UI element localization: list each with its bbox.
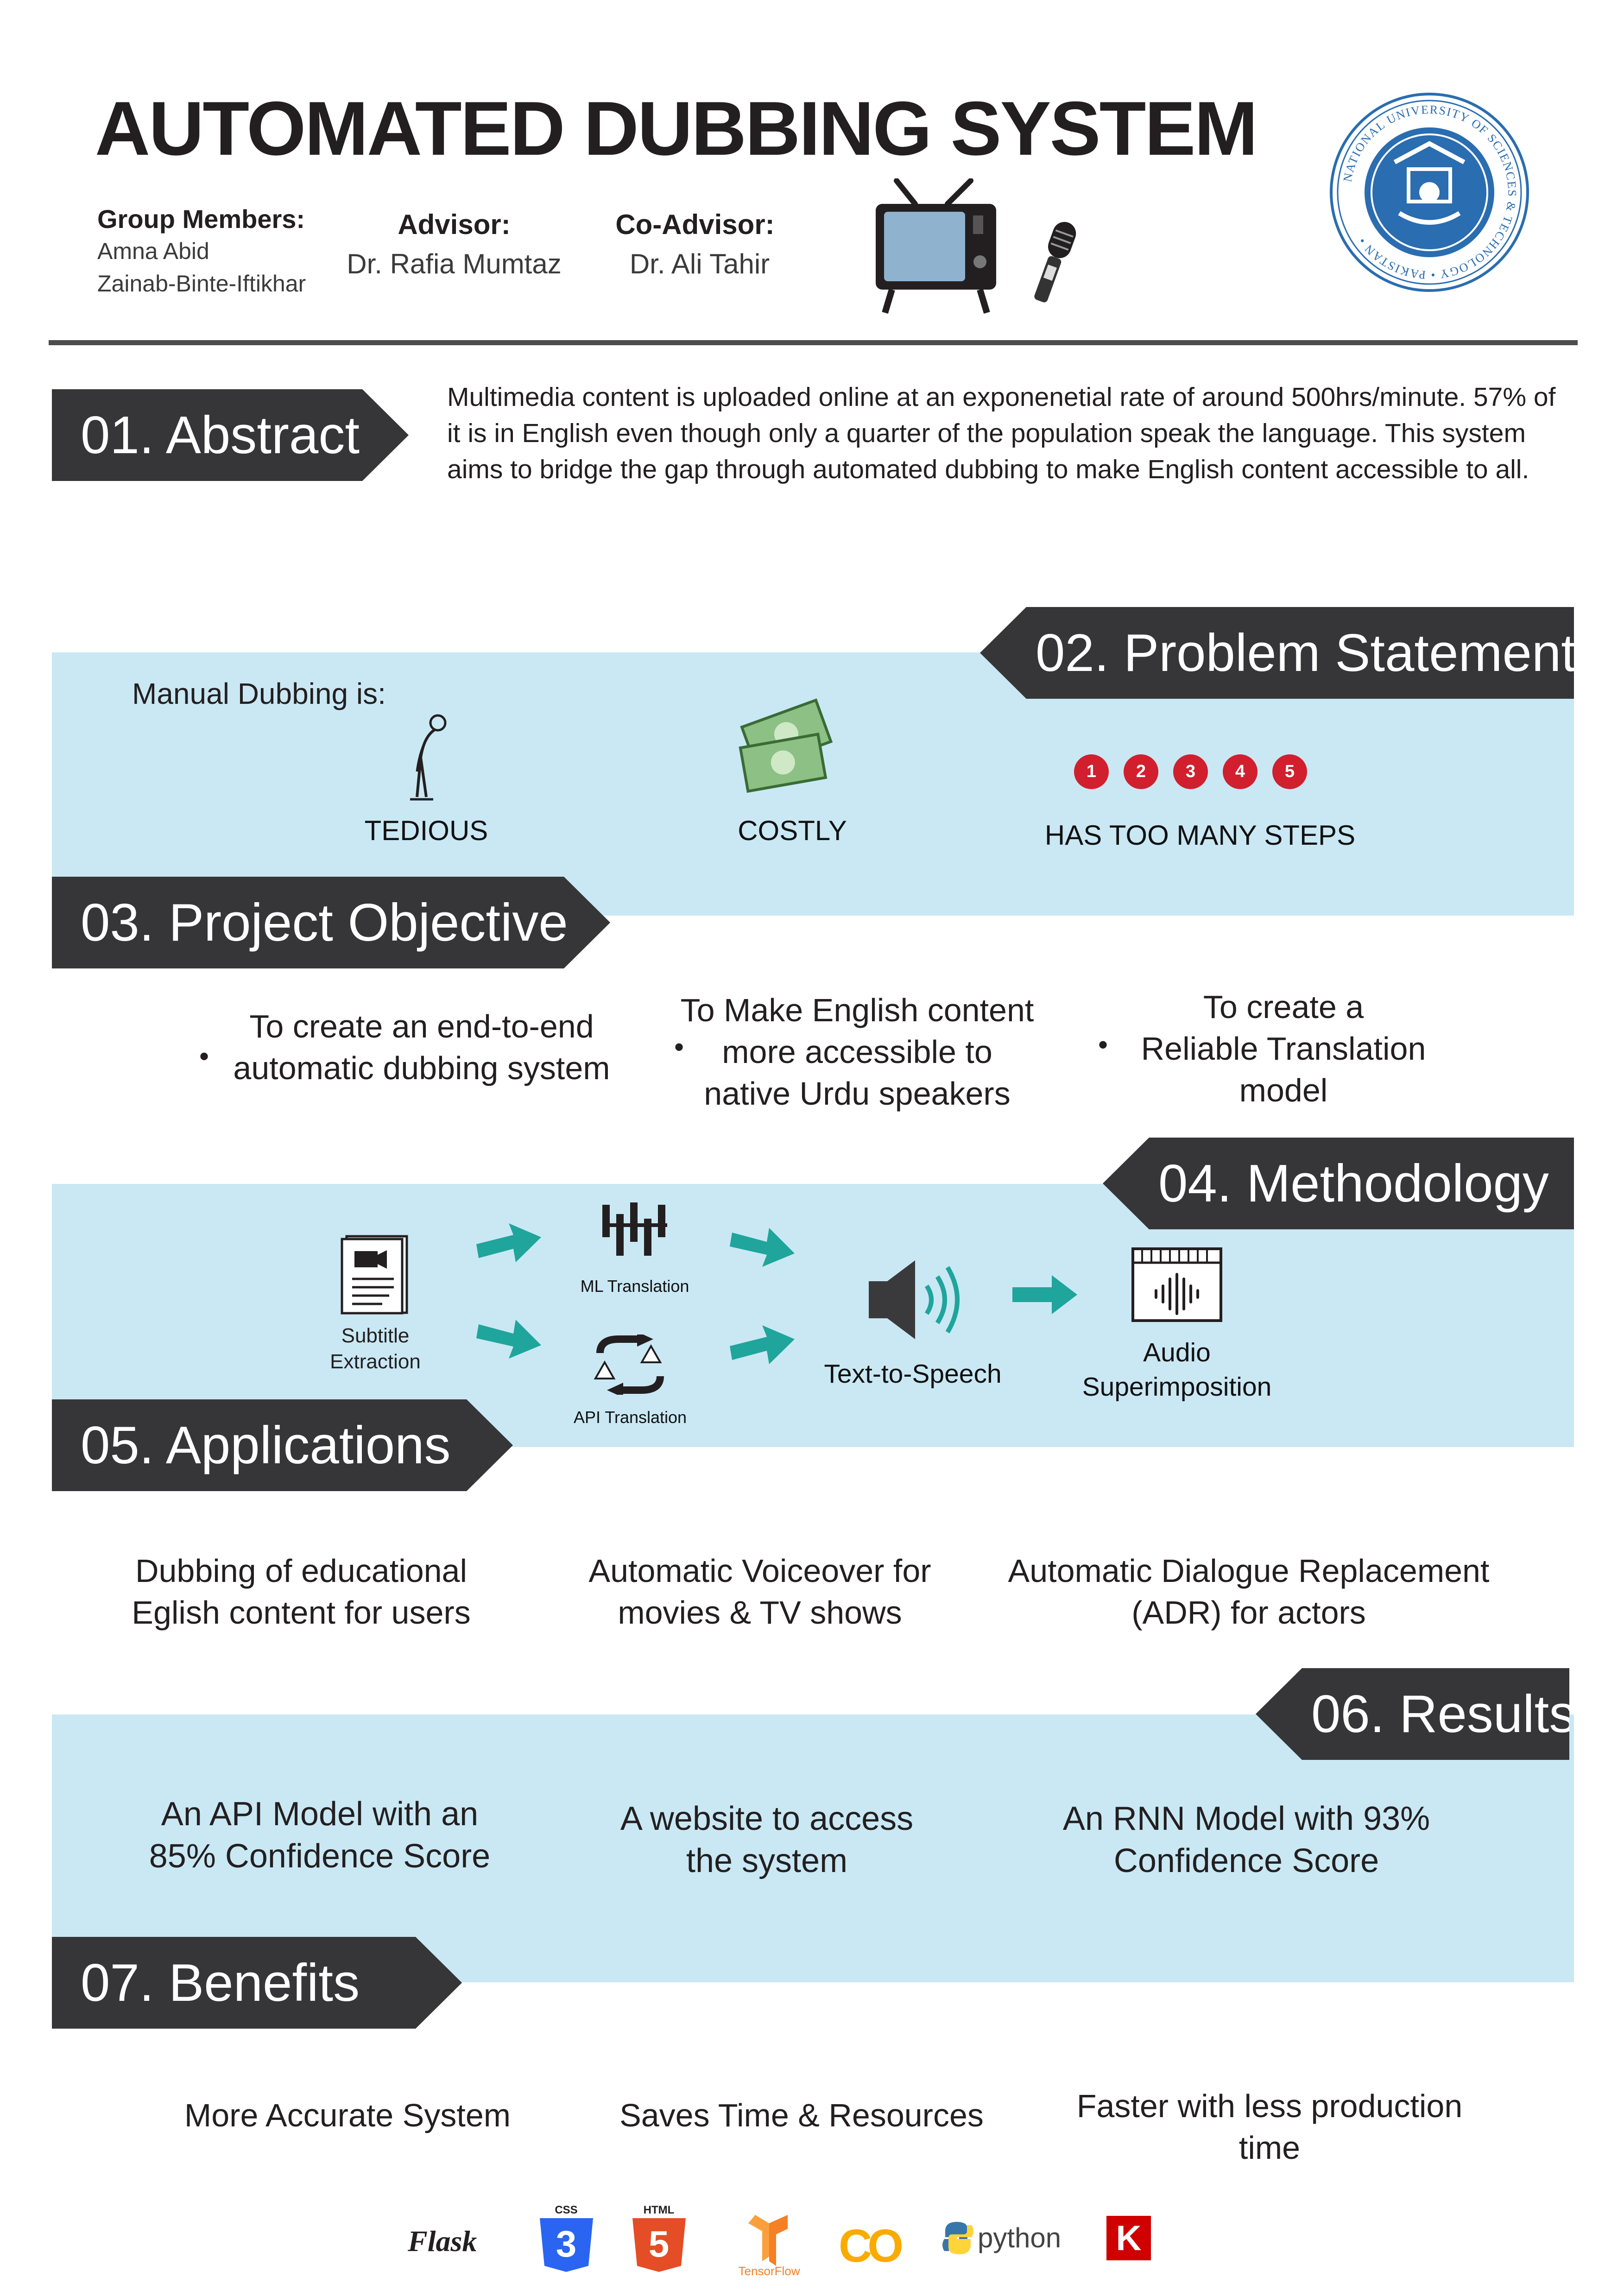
result-item: An API Model with an 85% Confidence Scor… [149,1796,491,1875]
tensorflow-logo: TensorFlow [739,2215,800,2278]
coadvisor-name: Dr. Ali Tahir [629,248,770,279]
document-icon [341,1235,408,1315]
ml-translation-icon [602,1202,667,1256]
member-name: Amna Abid [97,238,209,264]
objective-item: To create an end-to-end automatic dubbin… [233,1008,610,1086]
application-item: Automatic Voiceover for movies & TV show… [588,1553,931,1631]
step-badge: 2 [1124,754,1158,789]
svg-text:3: 3 [556,2223,577,2264]
microphone-icon [1034,221,1076,303]
arrow-icon [476,1320,541,1359]
problem-label-steps: HAS TOO MANY STEPS [1044,820,1356,851]
advisor-label: Advisor: [398,209,511,240]
subtitle-extraction-label: Subtitle Extraction [330,1324,421,1373]
section-tag-abstract: 01. Abstract [52,389,409,481]
section-tag-methodology: 04. Methodology [1103,1138,1574,1229]
html5-logo: HTML 5 [632,2204,686,2272]
benefit-item: More Accurate System [184,2097,511,2133]
bullet: • [199,1041,209,1072]
section-tag-benefits: 07. Benefits [52,1937,462,2029]
objective-item: To Make English content more accessible … [680,992,1034,1112]
member-name: Zainab-Binte-Iftikhar [97,271,306,297]
section-tag-problem: 02. Problem Statement [980,607,1574,699]
svg-text:HTML: HTML [644,2204,675,2216]
step-badge: 3 [1173,754,1208,789]
api-translation-label: API Translation [573,1408,687,1427]
speaker-icon [869,1260,960,1339]
step-badge: 5 [1272,754,1307,789]
group-members-label: Group Members: [97,204,305,234]
css3-logo: CSS 3 [540,2204,593,2272]
application-item: Automatic Dialogue Replacement (ADR) for… [1008,1553,1490,1631]
section-tag-results: 06. Results [1256,1668,1569,1760]
money-icon [739,698,833,793]
page-title: AUTOMATED DUBBING SYSTEM [95,86,1258,171]
bullet: • [674,1031,684,1063]
result-item: A website to access the system [620,1800,914,1879]
problem-label-costly: COSTLY [738,815,847,846]
tts-label: Text-to-Speech [824,1359,1002,1389]
tv-icon [876,178,996,314]
university-seal-logo: NATIONAL UNIVERSITY OF SCIENCES & TECHNO… [1330,93,1529,292]
coadvisor-label: Co-Advisor: [615,209,775,240]
application-item: Dubbing of educational Eglish content fo… [132,1553,471,1631]
section-tag-objective: 03. Project Objective [52,877,610,968]
svg-text:5: 5 [649,2223,670,2264]
python-logo [942,2222,973,2254]
arrow-icon [1012,1275,1077,1314]
audio-waveform-icon [1131,1247,1222,1322]
result-item: An RNN Model with 93% Confidence Score [1062,1800,1430,1879]
benefit-item: Saves Time & Resources [619,2097,984,2133]
arrow-icon [476,1223,541,1262]
svg-text:TensorFlow: TensorFlow [739,2264,800,2278]
api-translation-icon [594,1335,664,1395]
advisor-name: Dr. Rafia Mumtaz [347,248,562,279]
arrow-icon [730,1325,795,1364]
objective-item: To create a Reliable Translation model [1141,989,1426,1108]
section-tag-applications: 05. Applications [52,1399,513,1491]
problem-intro: Manual Dubbing is: [132,677,386,710]
keras-logo: K [1106,2216,1151,2260]
tired-person-icon [410,714,447,801]
colab-logo: CO [839,2220,904,2272]
step-badge: 1 [1074,754,1109,789]
bullet: • [1098,1029,1108,1060]
problem-label-tedious: TEDIOUS [364,815,488,846]
audio-superimposition-label: Audio Superimposition [1082,1338,1272,1402]
python-logo-text: python [978,2222,1062,2253]
header-divider [49,340,1578,345]
abstract-text: Multimedia content is uploaded online at… [447,382,1556,484]
arrow-icon [730,1228,795,1267]
benefit-item: Faster with less production time [1076,2088,1463,2166]
flask-logo: Flask [408,2225,477,2258]
step-badge: 4 [1223,754,1257,789]
ml-translation-label: ML Translation [580,1277,689,1296]
svg-text:CSS: CSS [555,2204,577,2216]
